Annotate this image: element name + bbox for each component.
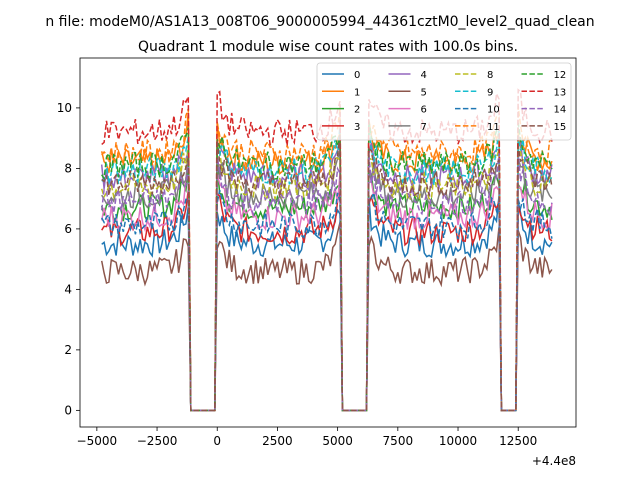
y-tick-label: 8 <box>64 161 72 175</box>
legend-label-12: 12 <box>554 70 567 81</box>
chart-title: Quadrant 1 module wise count rates with … <box>138 39 518 55</box>
plot-frame <box>79 57 577 428</box>
legend-label-15: 15 <box>554 122 567 133</box>
legend-frame <box>316 62 572 141</box>
x-tick-label: −2500 <box>137 434 178 448</box>
legend-label-13: 13 <box>554 87 567 98</box>
series-line-14 <box>100 152 553 412</box>
y-tick-label: 2 <box>64 343 72 357</box>
legend-label-1: 1 <box>354 87 360 98</box>
legend-label-3: 3 <box>354 122 360 133</box>
series-line-12 <box>101 121 553 412</box>
series-line-9 <box>101 124 553 412</box>
y-tick-label: 4 <box>64 282 72 296</box>
series-line-10 <box>101 190 553 412</box>
x-tick-label: −5000 <box>77 434 118 448</box>
x-tick-label: 10000 <box>439 434 477 448</box>
x-tick-label: 7500 <box>383 434 414 448</box>
x-tick-label: 5000 <box>322 434 353 448</box>
legend-label-7: 7 <box>421 122 427 133</box>
y-tick-label: 10 <box>57 101 72 115</box>
axes-layer: −5000 −2500 0 2500 5000 7500 10000 12500 0 2 4 6 8 10 <box>57 101 538 448</box>
y-tick-label: 6 <box>64 222 72 236</box>
x-tick-label: 2500 <box>262 434 293 448</box>
x-tick-label: 12500 <box>499 434 537 448</box>
x-tick-label: 0 <box>213 434 221 448</box>
legend-label-2: 2 <box>354 105 360 116</box>
legend-label-4: 4 <box>421 70 427 81</box>
series-line-15 <box>101 133 553 412</box>
figure-suptitle: n file: modeM0/AS1A13_008T06_9000005994_… <box>45 14 594 30</box>
legend-label-5: 5 <box>421 87 427 98</box>
series-line-3 <box>101 189 553 412</box>
x-offset-label: +4.4e8 <box>532 454 576 468</box>
legend-label-8: 8 <box>487 70 493 81</box>
legend-label-11: 11 <box>487 122 500 133</box>
series-line-5 <box>100 222 553 412</box>
y-tick-label: 0 <box>64 403 72 417</box>
legend-label-6: 6 <box>421 105 427 116</box>
legend-label-9: 9 <box>487 87 493 98</box>
series-line-0 <box>101 195 553 412</box>
legend-label-14: 14 <box>554 105 567 116</box>
legend-label-10: 10 <box>487 105 500 116</box>
legend-label-0: 0 <box>354 70 360 81</box>
